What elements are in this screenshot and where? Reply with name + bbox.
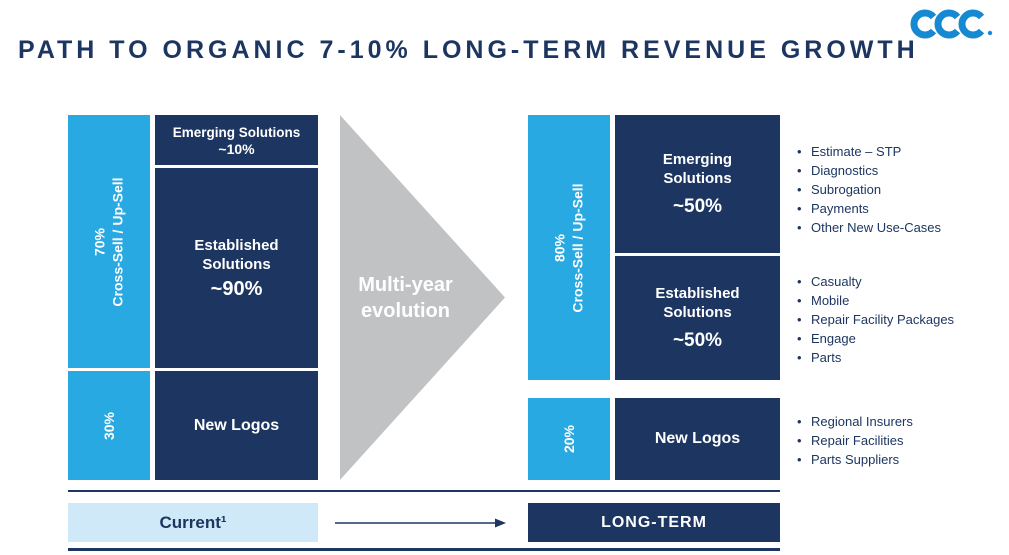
current-newlogos-title: New Logos — [193, 416, 280, 434]
list-item: Parts Suppliers — [795, 450, 1009, 469]
longterm-crosssell-bar: 80% Cross-Sell / Up-Sell — [528, 115, 610, 380]
longterm-label: LONG-TERM — [601, 513, 707, 531]
longterm-emerging-value: ~50% — [672, 196, 723, 217]
longterm-crosssell-label: 80% Cross-Sell / Up-Sell — [552, 182, 586, 313]
longterm-label-box: LONG-TERM — [528, 503, 780, 542]
current-to-longterm-arrow — [335, 516, 507, 534]
divider-bottom — [68, 548, 780, 551]
current-crosssell-label: 70% Cross-Sell / Up-Sell — [92, 176, 126, 307]
list-item: Diagnostics — [795, 161, 1009, 180]
longterm-newlogos-box: New Logos — [615, 398, 780, 480]
list-item: Repair Facilities — [795, 431, 1009, 450]
current-newlogos-bar: 30% — [68, 371, 150, 480]
current-emerging-value: ~10% — [218, 140, 255, 157]
longterm-newlogos-title: New Logos — [654, 430, 741, 447]
ccc-logo-icon — [910, 9, 993, 39]
emerging-bullet-list: Estimate – STP Diagnostics Subrogation P… — [795, 142, 1009, 237]
list-item: Mobile — [795, 291, 1009, 310]
list-item: Parts — [795, 348, 1009, 367]
list-item: Casualty — [795, 272, 1009, 291]
page-title: PATH TO ORGANIC 7-10% LONG-TERM REVENUE … — [18, 36, 919, 64]
longterm-established-value: ~50% — [672, 330, 723, 351]
longterm-established-title: Established Solutions — [655, 285, 740, 321]
current-emerging-box: Emerging Solutions ~10% — [155, 115, 318, 165]
newlogos-bullet-list: Regional Insurers Repair Facilities Part… — [795, 412, 1009, 469]
longterm-newlogos-pct: 20% — [561, 424, 577, 454]
current-established-box: Established Solutions ~90% — [155, 168, 318, 368]
list-item: Payments — [795, 199, 1009, 218]
longterm-newlogos-bar: 20% — [528, 398, 610, 480]
current-established-title: Established Solutions — [194, 236, 279, 273]
established-bullet-list: Casualty Mobile Repair Facility Packages… — [795, 272, 1009, 367]
right-arrow-icon — [335, 518, 506, 528]
list-item: Subrogation — [795, 180, 1009, 199]
current-label-box: Current¹ — [68, 503, 318, 542]
divider-top — [68, 490, 780, 492]
current-emerging-title: Emerging Solutions — [172, 124, 301, 140]
list-item: Other New Use-Cases — [795, 218, 1009, 237]
current-label: Current¹ — [159, 512, 227, 532]
longterm-emerging-title: Emerging Solutions — [662, 151, 733, 187]
ccc-logo — [909, 6, 995, 47]
current-newlogos-pct: 30% — [101, 411, 117, 440]
current-newlogos-box: New Logos — [155, 371, 318, 480]
list-item: Engage — [795, 329, 1009, 348]
list-item: Regional Insurers — [795, 412, 1009, 431]
list-item: Repair Facility Packages — [795, 310, 1009, 329]
current-crosssell-bar: 70% Cross-Sell / Up-Sell — [68, 115, 150, 368]
longterm-established-box: Established Solutions ~50% — [615, 256, 780, 380]
longterm-emerging-box: Emerging Solutions ~50% — [615, 115, 780, 253]
evolution-label: Multi-year evolution — [358, 274, 453, 322]
current-established-value: ~90% — [210, 277, 263, 300]
list-item: Estimate – STP — [795, 142, 1009, 161]
